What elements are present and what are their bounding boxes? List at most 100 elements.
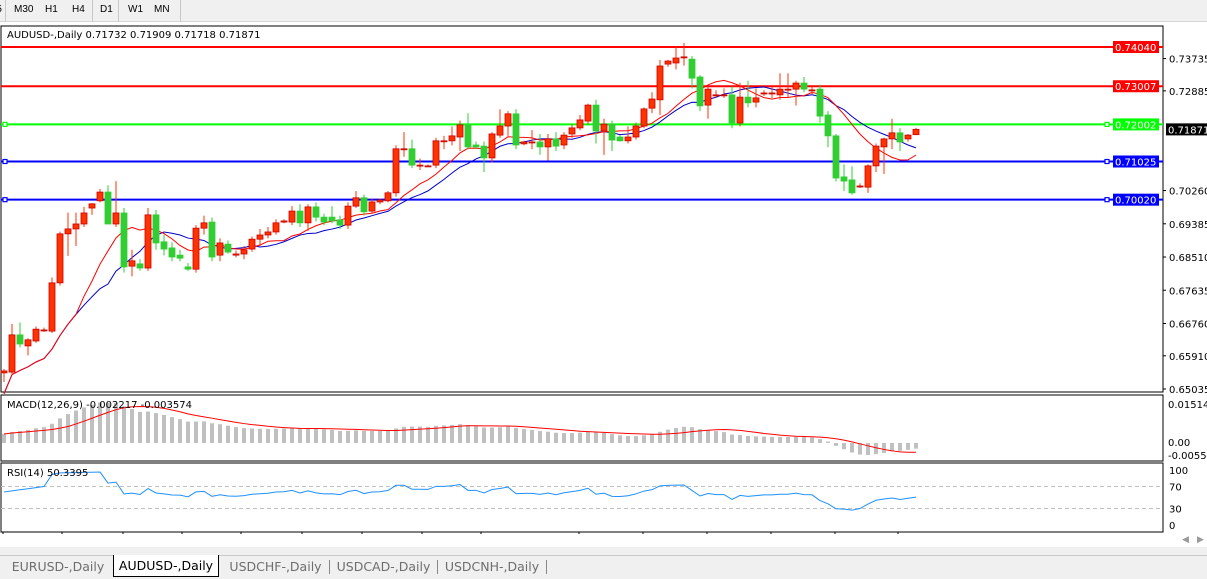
candle-body xyxy=(352,197,360,207)
candle xyxy=(24,338,32,356)
candle xyxy=(200,215,208,235)
candle-body xyxy=(904,134,912,140)
timeframe-toolbar: M5 M30 H1 H4 D1 W1 MN xyxy=(0,0,1207,22)
timeframe-w1[interactable]: W1 xyxy=(128,4,143,15)
scroll-left-icon[interactable]: ◀ xyxy=(1182,535,1189,545)
candle xyxy=(400,132,408,157)
candle xyxy=(328,206,336,224)
tab-audusd[interactable]: AUDUSD-,Daily xyxy=(113,555,219,577)
candle-body xyxy=(480,145,488,159)
tab-usdchf[interactable]: USDCHF-,Daily xyxy=(229,559,322,574)
candle xyxy=(768,86,776,98)
macd-bar xyxy=(418,426,422,443)
candle-body xyxy=(272,222,280,233)
price-axis-label: 0.68510 xyxy=(1169,253,1207,264)
candle-body xyxy=(696,76,704,107)
macd-bar xyxy=(674,427,678,443)
candle xyxy=(344,202,352,229)
rsi-label: RSI(14) 50.3395 xyxy=(7,468,88,479)
candle xyxy=(104,185,112,225)
macd-bar xyxy=(706,429,710,443)
candle xyxy=(320,213,328,226)
candle-body xyxy=(152,214,160,244)
candle xyxy=(488,132,496,163)
candle xyxy=(88,203,96,215)
level-handle[interactable] xyxy=(1104,158,1110,165)
macd-bar xyxy=(482,427,486,443)
candle-body xyxy=(720,94,728,97)
price-axis-label: 0.70260 xyxy=(1169,187,1207,198)
candle-body xyxy=(568,127,576,135)
candle xyxy=(440,135,448,150)
candle-body xyxy=(448,135,456,142)
candle-body xyxy=(840,176,848,182)
macd-bar xyxy=(546,431,550,443)
candle-body xyxy=(440,140,448,143)
candle xyxy=(712,90,720,98)
timeframe-m30[interactable]: M30 xyxy=(14,4,34,15)
candle-body xyxy=(240,249,248,255)
macd-bar xyxy=(50,423,54,443)
macd-bar xyxy=(34,428,38,443)
candle-body xyxy=(592,104,600,132)
rsi-line xyxy=(3,471,917,511)
candle-body xyxy=(576,119,584,129)
timeframe-m5[interactable]: M5 xyxy=(0,4,2,15)
timeframe-d1[interactable]: D1 xyxy=(100,4,113,15)
macd-bar xyxy=(522,428,526,443)
price-axis-label: 0.65035 xyxy=(1169,385,1207,396)
candle-body xyxy=(48,282,56,332)
macd-bar xyxy=(538,431,542,443)
macd-bar xyxy=(826,441,830,443)
candle-body xyxy=(912,128,920,136)
candle xyxy=(256,228,264,247)
level-handle[interactable] xyxy=(1104,197,1110,203)
candle-body xyxy=(504,113,512,127)
chart-tabs: EURUSD-,Daily AUDUSD-,Daily USDCHF-,Daily U… xyxy=(0,555,1207,579)
candle-body xyxy=(528,141,536,144)
tab-usdcad[interactable]: USDCAD-,Daily xyxy=(336,559,431,574)
macd-bar xyxy=(306,428,310,443)
candle xyxy=(272,219,280,235)
level-price-box xyxy=(1113,41,1159,53)
candle xyxy=(608,120,616,152)
candle xyxy=(384,190,392,203)
candle xyxy=(64,212,72,256)
candle-body xyxy=(872,145,880,167)
candle xyxy=(240,246,248,260)
candle xyxy=(560,132,568,150)
chart-scrollbar[interactable] xyxy=(0,547,1207,555)
scroll-right-icon[interactable]: ▶ xyxy=(1197,535,1204,545)
candle-body xyxy=(656,65,664,101)
candle-body xyxy=(336,219,344,226)
candle-body xyxy=(8,334,16,373)
candle-body xyxy=(880,138,888,148)
timeframe-h1[interactable]: H1 xyxy=(45,4,58,15)
candle xyxy=(696,75,704,112)
candle xyxy=(184,263,192,271)
candle-body xyxy=(536,141,544,148)
candle-body xyxy=(392,148,400,194)
level-handle[interactable] xyxy=(2,121,8,128)
timeframe-h4[interactable]: H4 xyxy=(72,4,85,15)
level-handle[interactable] xyxy=(2,197,8,203)
timeframe-mn[interactable]: MN xyxy=(154,4,170,15)
candle-body xyxy=(888,132,896,140)
current-price-label: 0.71871 xyxy=(1168,125,1207,136)
candle xyxy=(808,86,816,95)
candle-body xyxy=(648,98,656,109)
level-handle[interactable] xyxy=(2,158,8,165)
level-handle[interactable] xyxy=(1104,121,1110,128)
candle xyxy=(888,118,896,150)
macd-bar xyxy=(18,430,22,443)
candle-body xyxy=(608,123,616,141)
price-axis-label: 0.73735 xyxy=(1169,55,1207,66)
tab-eurusd[interactable]: EURUSD-,Daily xyxy=(11,559,105,574)
macd-bar xyxy=(10,432,14,443)
candle xyxy=(776,73,784,100)
candle xyxy=(824,111,832,148)
chart-window[interactable]: 0.74040 0.73007 0.72002 0.71025 0.70020 0.737… xyxy=(0,24,1207,534)
candle xyxy=(424,164,432,168)
tab-usdcnh[interactable]: USDCNH-,Daily xyxy=(444,559,540,574)
macd-bar xyxy=(194,421,198,443)
